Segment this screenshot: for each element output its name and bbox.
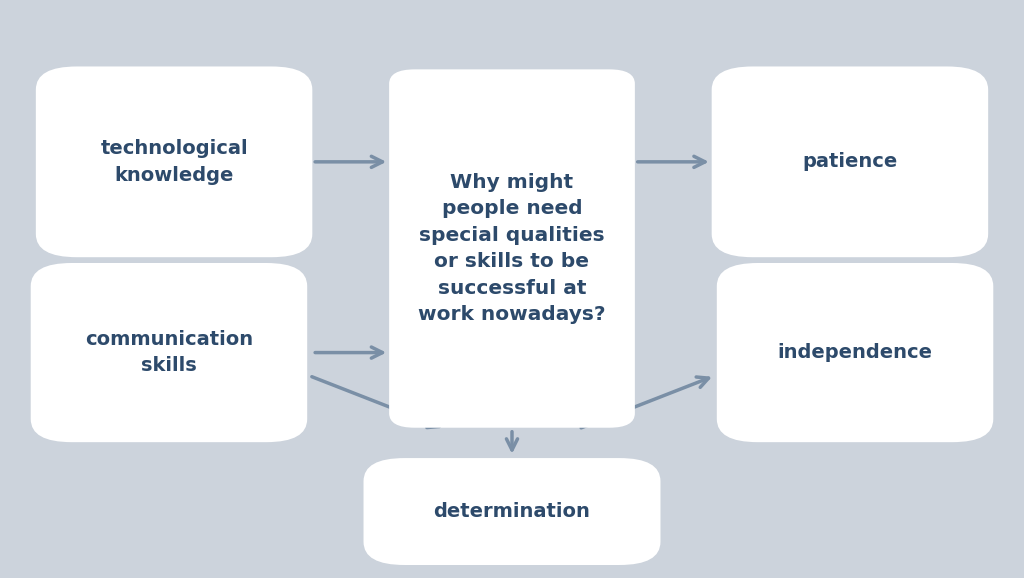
FancyBboxPatch shape [717,263,993,442]
Text: determination: determination [433,502,591,521]
FancyBboxPatch shape [364,458,660,565]
FancyBboxPatch shape [712,66,988,257]
FancyBboxPatch shape [389,69,635,428]
Text: technological
knowledge: technological knowledge [100,139,248,184]
Text: independence: independence [777,343,933,362]
FancyBboxPatch shape [31,263,307,442]
FancyBboxPatch shape [36,66,312,257]
Text: Why might
people need
special qualities
or skills to be
successful at
work nowad: Why might people need special qualities … [418,173,606,324]
Text: patience: patience [802,153,898,171]
Text: communication
skills: communication skills [85,330,253,375]
